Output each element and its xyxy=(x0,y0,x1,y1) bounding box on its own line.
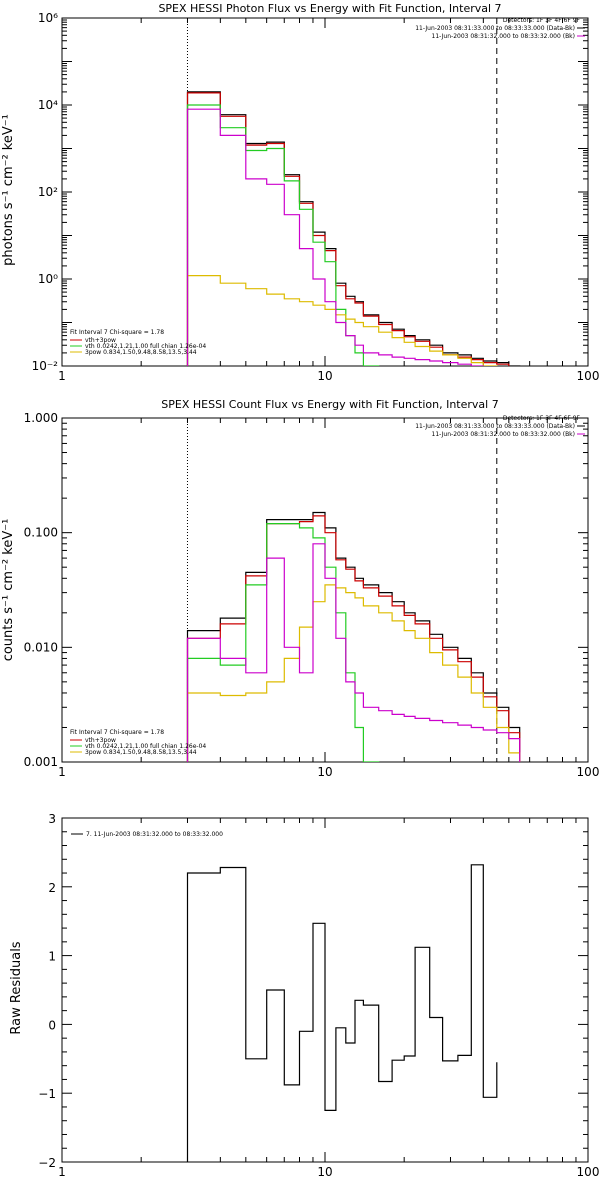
y-tick-label: 0.001 xyxy=(24,755,58,769)
fit-component-vth3pow: vth+3pow xyxy=(85,337,116,344)
series-line-residuals xyxy=(186,864,498,1162)
y-tick-label: 10² xyxy=(38,185,58,199)
series-line-data xyxy=(186,511,521,762)
y-tick-label: −1 xyxy=(38,1087,56,1101)
axes: 1 10 100 0.001 0.010 0.100 1.000 xyxy=(24,411,600,779)
fit-interval-label: Fit Interval 7 Chi-square = 1.78 xyxy=(70,729,164,736)
series-group xyxy=(186,864,498,1162)
x-tick-label: 1 xyxy=(58,1165,66,1179)
fit-legend: Fit Interval 7 Chi-square = 1.78 vth+3po… xyxy=(70,329,206,356)
y-tick-label: 0.010 xyxy=(24,640,58,654)
detectors-legend: Detectors: 1F 3F 4F 6F 9F 11-Jun-2003 08… xyxy=(415,17,585,40)
axes: 1 10 100 10⁻² 10⁰ 10² 10⁴ 10⁶ xyxy=(32,11,600,383)
fit-legend: Fit Interval 7 Chi-square = 1.78 vth+3po… xyxy=(70,729,206,756)
time-label-data: 11-Jun-2003 08:31:33.000 to 08:33:33.000… xyxy=(415,423,575,430)
panel-title: SPEX HESSI Photon Flux vs Energy with Fi… xyxy=(158,2,501,15)
series-line-3pow xyxy=(186,584,521,762)
plot-frame xyxy=(61,17,589,367)
time-label-data: 11-Jun-2003 08:31:33.000 to 08:33:33.000… xyxy=(415,25,575,32)
time-label-bk: 11-Jun-2003 08:31:32.000 to 08:33:32.000… xyxy=(432,33,575,40)
axes: 1 10 100 −2 −1 0 1 2 3 xyxy=(38,812,600,1179)
y-axis-label: Raw Residuals xyxy=(9,941,24,1034)
y-tick-label: 10⁻² xyxy=(32,359,59,373)
y-tick-label: 1.000 xyxy=(24,411,58,425)
y-tick-label: 2 xyxy=(48,881,56,895)
series-line-vth xyxy=(186,104,380,366)
x-tick-label: 10 xyxy=(317,765,332,779)
y-tick-label: 0.100 xyxy=(24,526,58,540)
y-tick-label: −2 xyxy=(38,1156,56,1170)
fit-component-3pow: 3pow 0.834,1.50,9.48,8.58,13.5,3.44 xyxy=(85,349,197,356)
y-tick-label: 10⁰ xyxy=(38,272,58,286)
panel-title: SPEX HESSI Count Flux vs Energy with Fit… xyxy=(161,398,498,411)
time-label-bk: 11-Jun-2003 08:31:32.000 to 08:33:32.000… xyxy=(432,431,575,438)
series-line-bk xyxy=(186,543,521,762)
series-line-3pow xyxy=(186,275,498,366)
series-line-data xyxy=(186,91,521,366)
series-line-bk xyxy=(186,108,484,366)
series-line-vth-3pow xyxy=(186,92,510,366)
y-tick-label: 1 xyxy=(48,950,56,964)
x-tick-label: 100 xyxy=(577,369,600,383)
fit-component-3pow: 3pow 0.834,1.50,9.48,8.58,13.5,3.44 xyxy=(85,749,197,756)
series-group xyxy=(186,511,521,762)
y-axis-label: photons s⁻¹ cm⁻² keV⁻¹ xyxy=(1,114,16,266)
y-tick-label: 3 xyxy=(48,812,56,826)
y-tick-label: 0 xyxy=(48,1018,56,1032)
y-tick-label: 10⁶ xyxy=(38,11,58,25)
series-line-vth xyxy=(186,523,380,762)
y-axis-label: counts s⁻¹ cm⁻² keV⁻¹ xyxy=(1,519,16,662)
count-flux-panel: 1 10 100 0.001 0.010 0.100 1.000 SPEX HESSI Co… xyxy=(1,398,600,779)
x-tick-label: 10 xyxy=(317,369,332,383)
x-tick-label: 1 xyxy=(58,369,66,383)
series-group xyxy=(186,91,521,366)
residuals-panel: 1 10 100 −2 −1 0 1 2 3 Raw Residuals 7. 11-Jun-2… xyxy=(9,812,600,1179)
detectors-label: Detectors: 1F 3F 4F 6F 9F xyxy=(503,17,581,24)
residuals-legend: 7. 11-Jun-2003 08:31:32.000 to 08:33:32.… xyxy=(71,831,223,838)
series-line-vth-3pow xyxy=(186,515,521,762)
fit-component-vth3pow: vth+3pow xyxy=(85,737,116,744)
residuals-legend-label: 7. 11-Jun-2003 08:31:32.000 to 08:33:32.… xyxy=(86,831,223,838)
photon-flux-panel: 1 10 100 10⁻² 10⁰ 10² 10⁴ 10⁶ SPEX HESSI Photon… xyxy=(1,2,600,383)
x-tick-label: 10 xyxy=(317,1165,332,1179)
x-tick-label: 100 xyxy=(577,1165,600,1179)
detectors-label: Detectors: 1F 3F 4F 6F 9F xyxy=(503,415,581,422)
x-tick-label: 100 xyxy=(577,765,600,779)
fit-component-vth: vth 0.0242,1.21,1.00 full chian 1.26e-04 xyxy=(85,743,206,750)
y-tick-label: 10⁴ xyxy=(38,98,58,112)
detectors-legend: Detectors: 1F 3F 4F 6F 9F 11-Jun-2003 08… xyxy=(415,415,585,438)
fit-interval-label: Fit Interval 7 Chi-square = 1.78 xyxy=(70,329,164,336)
fit-component-vth: vth 0.0242,1.21,1.00 full chian 1.26e-04 xyxy=(85,343,206,350)
x-tick-label: 1 xyxy=(58,765,66,779)
